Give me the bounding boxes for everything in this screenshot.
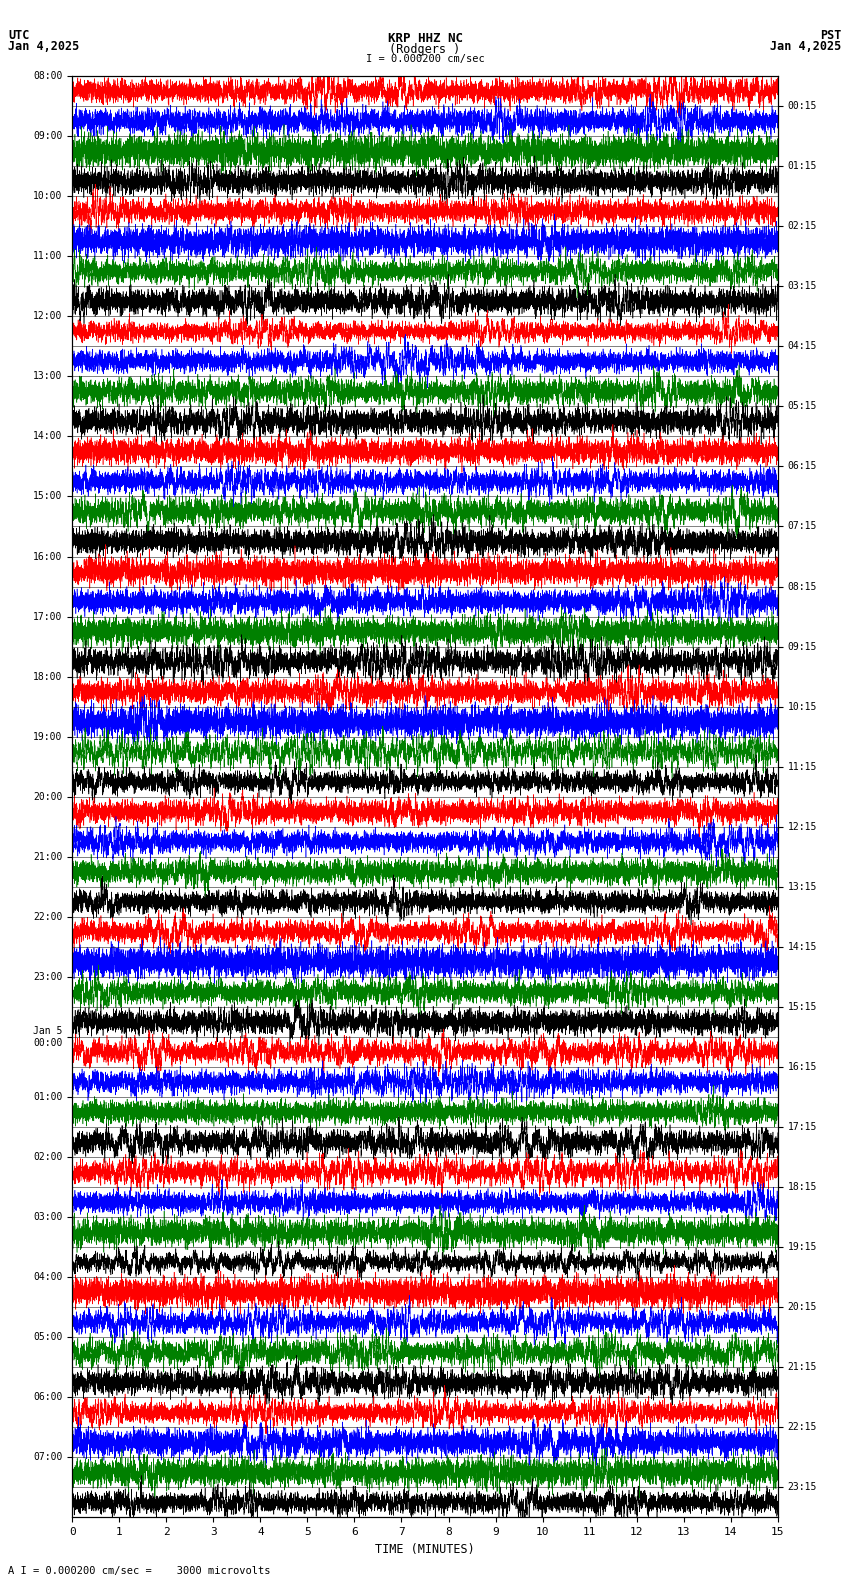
Text: KRP HHZ NC: KRP HHZ NC	[388, 32, 462, 44]
Text: PST: PST	[820, 29, 842, 41]
X-axis label: TIME (MINUTES): TIME (MINUTES)	[375, 1543, 475, 1555]
Text: I = 0.000200 cm/sec: I = 0.000200 cm/sec	[366, 54, 484, 63]
Text: Jan 4,2025: Jan 4,2025	[8, 40, 80, 52]
Text: A I = 0.000200 cm/sec =    3000 microvolts: A I = 0.000200 cm/sec = 3000 microvolts	[8, 1567, 271, 1576]
Text: UTC: UTC	[8, 29, 30, 41]
Text: Jan 4,2025: Jan 4,2025	[770, 40, 842, 52]
Text: (Rodgers ): (Rodgers )	[389, 43, 461, 55]
